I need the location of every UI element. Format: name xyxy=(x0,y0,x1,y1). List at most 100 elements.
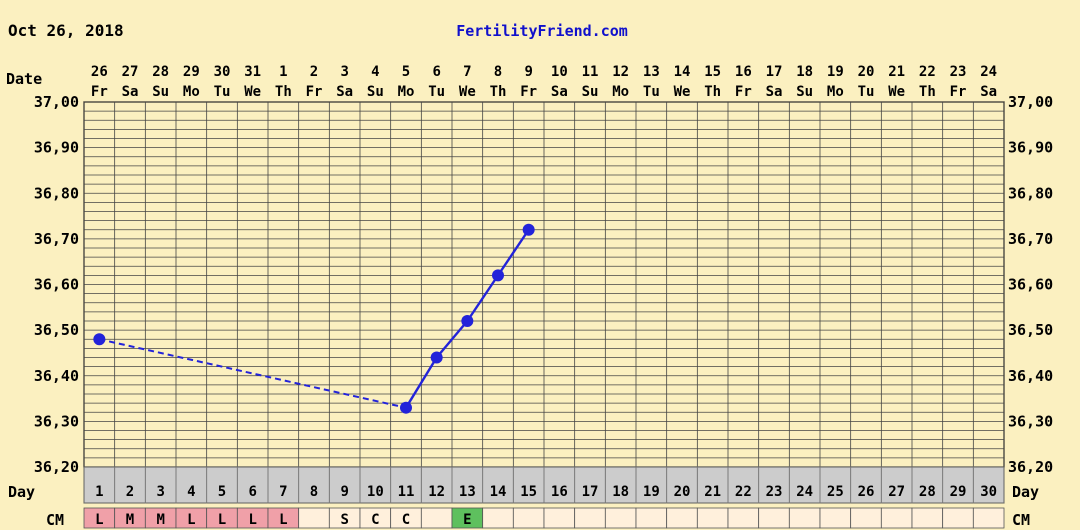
date-label: 13 xyxy=(643,64,660,80)
y-tick-label-left: 37,00 xyxy=(34,93,79,111)
day-number: 23 xyxy=(766,484,783,500)
date-label: 3 xyxy=(340,64,348,80)
weekday-label: We xyxy=(888,84,905,100)
date-label: 19 xyxy=(827,64,844,80)
weekday-label: Fr xyxy=(91,84,108,100)
day-number: 2 xyxy=(126,484,134,500)
cm-value: M xyxy=(156,512,164,528)
temp-line-dashed xyxy=(99,338,407,409)
cm-cell xyxy=(543,507,576,529)
weekday-label: Mo xyxy=(827,84,844,100)
cm-value: M xyxy=(126,512,134,528)
date-label: 27 xyxy=(122,64,139,80)
date-label: 4 xyxy=(371,64,379,80)
cm-cell xyxy=(604,507,637,529)
y-tick-label-left: 36,60 xyxy=(34,276,79,294)
weekday-label: Sa xyxy=(336,84,353,100)
temp-point xyxy=(430,351,443,364)
day-number: 29 xyxy=(950,484,967,500)
day-cell xyxy=(972,466,1005,504)
y-tick-label-left: 36,90 xyxy=(34,139,79,157)
date-label: 28 xyxy=(152,64,169,80)
day-number: 17 xyxy=(582,484,599,500)
date-label: 31 xyxy=(244,64,261,80)
cm-cell xyxy=(727,507,760,529)
cm-row-label-right: CM xyxy=(1012,511,1030,529)
date-label: 24 xyxy=(980,64,997,80)
weekday-label: Th xyxy=(919,84,936,100)
y-tick-label-left: 36,40 xyxy=(34,367,79,385)
weekday-label: Tu xyxy=(858,84,875,100)
cm-cell xyxy=(819,507,852,529)
weekday-label: Th xyxy=(704,84,721,100)
y-tick-label-left: 36,50 xyxy=(34,321,79,339)
temp-point xyxy=(492,269,504,282)
cm-value: L xyxy=(279,512,287,528)
day-row-label-left: Day xyxy=(8,483,35,501)
cm-value: C xyxy=(402,512,410,528)
y-tick-label-right: 36,50 xyxy=(1008,321,1053,339)
cm-cell xyxy=(972,507,1005,529)
y-tick-label-right: 36,90 xyxy=(1008,139,1053,157)
temp-line-solid xyxy=(497,229,530,277)
cm-value: L xyxy=(218,512,226,528)
date-label: 15 xyxy=(704,64,721,80)
cm-value: E xyxy=(463,512,471,528)
weekday-label: Sa xyxy=(766,84,783,100)
date-label: 1 xyxy=(279,64,287,80)
weekday-label: Fr xyxy=(735,84,752,100)
date-header: 26 Fr 27 Sa 28 Su 29 Mo 30 Tu 31 We 1 Th 2 Fr 3 Sa 4 Su 5 Mo 6… xyxy=(91,64,997,100)
date-label: 14 xyxy=(674,64,691,80)
day-number: 21 xyxy=(704,484,721,500)
weekday-label: Su xyxy=(796,84,813,100)
weekday-label: Fr xyxy=(520,84,537,100)
weekday-label: Sa xyxy=(551,84,568,100)
cm-cell xyxy=(788,507,821,529)
y-axis-ticks: 37,00 37,00 36,90 36,90 36,80 36,80 36,70 36,70… xyxy=(34,93,1053,476)
y-tick-label-right: 36,20 xyxy=(1008,458,1053,476)
cm-cell xyxy=(635,507,668,529)
weekday-label: Sa xyxy=(980,84,997,100)
cm-cell xyxy=(911,507,944,529)
weekday-label: Fr xyxy=(950,84,967,100)
date-label: 18 xyxy=(796,64,813,80)
weekday-label: Mo xyxy=(612,84,629,100)
y-tick-label-right: 37,00 xyxy=(1008,93,1053,111)
weekday-label: Su xyxy=(152,84,169,100)
day-number: 20 xyxy=(674,484,691,500)
date-label: 29 xyxy=(183,64,200,80)
weekday-label: Mo xyxy=(183,84,200,100)
cm-value: S xyxy=(340,512,348,528)
day-number: 27 xyxy=(888,484,905,500)
date-label: 5 xyxy=(402,64,410,80)
temp-point xyxy=(93,333,106,346)
day-number: 19 xyxy=(643,484,660,500)
day-number: 1 xyxy=(95,484,103,500)
site-link[interactable]: FertilityFriend.com xyxy=(456,22,628,40)
day-number: 15 xyxy=(520,484,537,500)
temperature-series xyxy=(93,223,535,414)
temp-line-solid xyxy=(435,320,469,359)
day-row-label-right: Day xyxy=(1012,483,1039,501)
cm-value: L xyxy=(187,512,195,528)
weekday-label: Tu xyxy=(214,84,231,100)
day-number: 6 xyxy=(248,484,256,500)
day-number: 25 xyxy=(827,484,844,500)
day-number: 12 xyxy=(428,484,445,500)
day-number: 10 xyxy=(367,484,384,500)
weekday-label: Fr xyxy=(306,84,323,100)
weekday-label: Th xyxy=(490,84,507,100)
date-row-label: Date xyxy=(6,70,42,88)
date-label: 6 xyxy=(432,64,440,80)
day-number: 24 xyxy=(796,484,813,500)
date-label: 11 xyxy=(582,64,599,80)
temp-point xyxy=(461,315,474,327)
temp-line-solid xyxy=(404,356,438,409)
weekday-label: Su xyxy=(582,84,599,100)
day-number: 16 xyxy=(551,484,568,500)
weekday-label: We xyxy=(244,84,261,100)
day-number: 18 xyxy=(612,484,629,500)
weekday-label: Mo xyxy=(398,84,415,100)
date-label: 23 xyxy=(950,64,967,80)
day-number: 28 xyxy=(919,484,936,500)
